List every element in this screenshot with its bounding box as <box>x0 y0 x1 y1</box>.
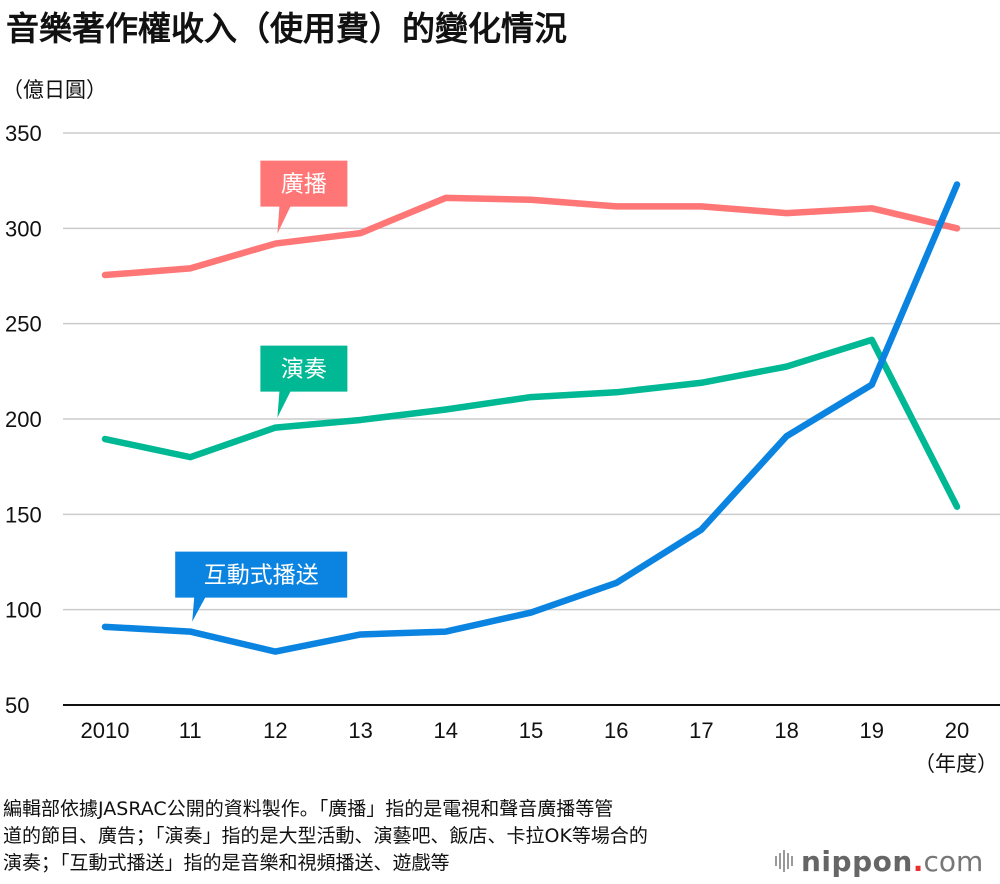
series-line-2 <box>101 336 961 510</box>
series-lines <box>101 181 961 655</box>
source-note-line: 道的節目、廣告；「演奏」指的是大型活動、演藝吧、飯店、卡拉OK等場合的 <box>3 825 648 847</box>
x-axis-unit-label: （年度） <box>914 752 998 776</box>
x-tick-label: 17 <box>689 718 713 743</box>
series-label-1: 廣播 <box>260 160 348 234</box>
series-line-1 <box>101 194 961 279</box>
y-tick-label: 300 <box>5 216 42 241</box>
logo-suffix: com <box>923 844 984 878</box>
callout-box <box>260 345 348 418</box>
line-chart: 350 300 250 200 150 100 50 2010 11 12 13 14 15 16 17 1… <box>5 121 1000 743</box>
y-tick-label: 150 <box>5 502 42 527</box>
source-note-line: 編輯部依據JASRAC公開的資料製作。「廣播」指的是電視和聲音廣播等管 <box>3 798 614 820</box>
x-axis-ticks: 2010 11 12 13 14 15 16 17 18 19 20 <box>81 718 970 743</box>
callout-box <box>175 551 348 622</box>
x-tick-label: 12 <box>263 718 287 743</box>
x-tick-label: 13 <box>348 718 372 743</box>
source-note-line: 演奏；「互動式播送」指的是音樂和視頻播送、遊戲等 <box>3 852 450 874</box>
x-tick-label: 11 <box>179 718 202 743</box>
series-label-3: 互動式播送 <box>175 551 348 622</box>
y-tick-label: 100 <box>5 598 42 623</box>
y-tick-label: 350 <box>5 121 42 146</box>
chart-title: 音樂著作權收入（使用費）的變化情況 <box>6 9 567 48</box>
x-tick-label: 16 <box>604 718 628 743</box>
logo-wordmark: nippon <box>801 844 913 878</box>
y-tick-label: 200 <box>5 407 42 432</box>
x-tick-label: 20 <box>945 718 969 743</box>
callout-box <box>260 160 348 234</box>
sound-wave-icon <box>775 850 793 872</box>
callout-text: 互動式播送 <box>204 563 319 589</box>
y-axis-ticks: 350 300 250 200 150 100 50 <box>5 121 42 718</box>
x-tick-label: 14 <box>434 718 458 743</box>
x-tick-label: 15 <box>519 718 543 743</box>
nippon-logo: nippon . com <box>775 843 983 879</box>
gridlines <box>63 132 1000 706</box>
y-tick-label: 50 <box>5 693 29 718</box>
source-note: 編輯部依據JASRAC公開的資料製作。「廣播」指的是電視和聲音廣播等管 道的節目… <box>3 796 763 877</box>
y-axis-unit-label: （億日圓） <box>2 78 107 102</box>
y-tick-label: 250 <box>5 312 42 337</box>
series-label-2: 演奏 <box>260 345 348 418</box>
callout-text: 演奏 <box>281 357 327 383</box>
x-tick-label: 19 <box>860 718 884 743</box>
callout-text: 廣播 <box>281 172 327 198</box>
x-tick-label: 2010 <box>81 718 130 743</box>
x-tick-label: 18 <box>774 718 798 743</box>
logo-dot: . <box>912 844 924 878</box>
